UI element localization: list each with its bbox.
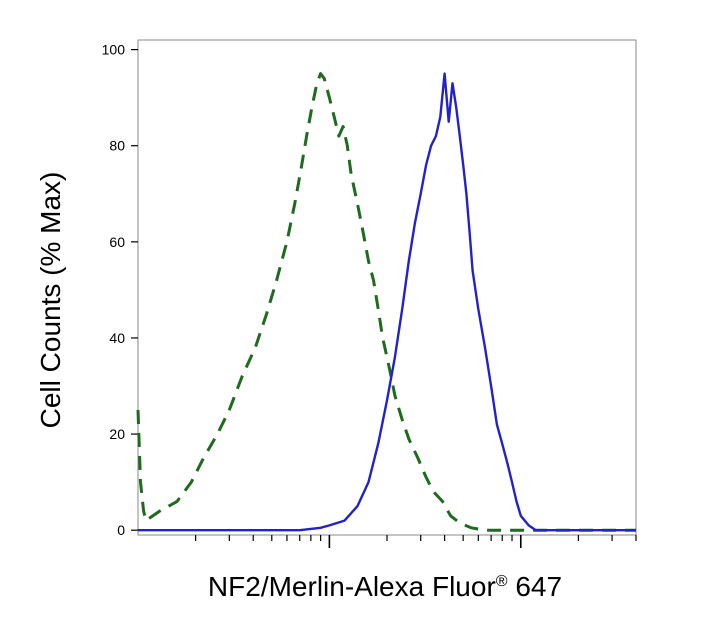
x-axis-title: NF2/Merlin-Alexa Fluor® 647 [208, 571, 562, 602]
series-solid-line [138, 72, 636, 532]
x-axis-title-suffix: 647 [508, 571, 563, 602]
series-layer [136, 72, 636, 532]
y-tick-label: 80 [109, 138, 125, 154]
x-axis-title-main: NF2/Merlin-Alexa Fluor [208, 571, 496, 602]
y-axis-title: Cell Counts (% Max) [35, 172, 66, 429]
plot-frame [137, 39, 637, 536]
y-tick-label: 40 [109, 330, 125, 346]
y-tick-label: 100 [102, 42, 126, 58]
y-tick-label: 0 [117, 522, 125, 538]
x-axis-ticks [195, 535, 637, 548]
y-axis-ticks: 0 20 40 60 80 100 [102, 42, 138, 538]
x-axis-title-sup: ® [496, 573, 508, 590]
y-tick-label: 20 [109, 426, 125, 442]
series-dashed-line [136, 72, 636, 532]
y-tick-label: 60 [109, 234, 125, 250]
